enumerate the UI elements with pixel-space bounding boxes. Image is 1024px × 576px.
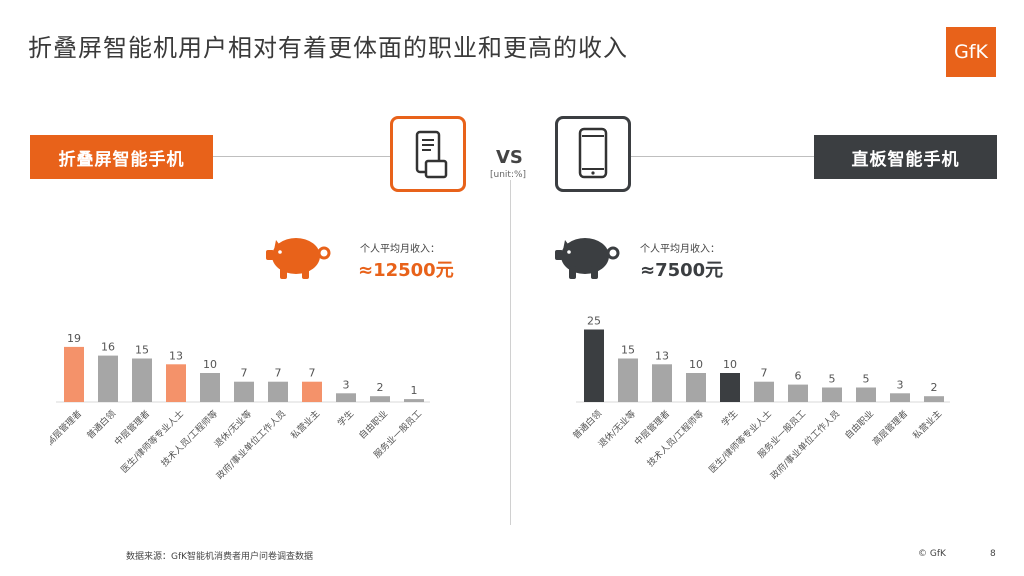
bar-1	[618, 358, 638, 402]
bar-value-label: 3	[897, 378, 904, 391]
bar-value-label: 15	[135, 344, 149, 357]
bar-0	[64, 346, 84, 402]
bar-value-label: 25	[587, 315, 601, 328]
bar-value-label: 5	[863, 373, 870, 386]
category-label: 高层管理者	[870, 408, 910, 448]
bar-value-label: 2	[931, 381, 938, 394]
category-label: 学生	[719, 408, 740, 429]
foldable-phone-icon-box	[390, 116, 466, 192]
bar-value-label: 1	[411, 384, 418, 397]
bar-value-label: 10	[203, 358, 217, 371]
bar-9	[370, 396, 390, 402]
copyright: © GfK	[918, 549, 946, 559]
category-label: 普通白领	[570, 408, 604, 442]
bar-value-label: 15	[621, 344, 635, 357]
category-label: 医生/律师等专业人士	[118, 408, 186, 476]
foldable-phone-icon	[415, 130, 448, 179]
bar-10	[924, 396, 944, 402]
bar-2	[652, 364, 672, 402]
bar-7	[822, 387, 842, 402]
bar-value-label: 5	[829, 373, 836, 386]
bar-3	[686, 373, 706, 402]
bar-6	[268, 381, 288, 402]
center-divider	[510, 180, 511, 525]
bar-4	[720, 373, 740, 402]
bar-1	[98, 355, 118, 402]
left-income-value: ≈12500元	[358, 260, 454, 281]
category-label: 技术人员/工程师等	[159, 408, 221, 470]
bar-2	[132, 358, 152, 402]
bar-6	[788, 384, 808, 402]
unit-label: [unit:%]	[490, 170, 527, 180]
bar-7	[302, 381, 322, 402]
bar-3	[166, 364, 186, 402]
bar-phone-label: 直板智能手机	[814, 135, 997, 179]
bar-4	[200, 373, 220, 402]
category-label: 普通白领	[84, 408, 118, 442]
bar-value-label: 13	[655, 349, 669, 362]
bar-value-label: 10	[689, 358, 703, 371]
bar-phone-occupation-chart: 25普通白领15退休/无业等13中层管理者10技术人员/工程师等10学生7医生/…	[570, 315, 950, 482]
bar-value-label: 16	[101, 341, 115, 354]
category-label: 医生/律师等专业人士	[706, 408, 774, 476]
right-connector-line	[631, 156, 814, 157]
bar-value-label: 7	[309, 367, 316, 380]
vs-label: VS	[496, 147, 523, 168]
bar-value-label: 3	[343, 378, 350, 391]
category-label: 自由职业	[842, 408, 876, 442]
foldable-occupation-chart: 19高层管理者16普通白领15中层管理者13医生/律师等专业人士10技术人员/工…	[50, 332, 430, 482]
bar-8	[856, 387, 876, 402]
category-label: 自由职业	[356, 408, 390, 442]
bar-0	[584, 329, 604, 402]
bar-value-label: 10	[723, 358, 737, 371]
left-income-label: 个人平均月收入：	[360, 244, 440, 255]
right-income-value: ≈7500元	[640, 260, 724, 281]
right-income-label: 个人平均月收入：	[640, 244, 720, 255]
bar-9	[890, 393, 910, 402]
bar-10	[404, 399, 424, 402]
gfk-logo: GfK	[946, 27, 996, 77]
category-label: 退休/无业等	[596, 408, 638, 450]
bar-value-label: 7	[241, 367, 248, 380]
bar-value-label: 2	[377, 381, 384, 394]
bar-5	[234, 381, 254, 402]
smartphone-icon	[578, 127, 608, 179]
data-source-note: 数据来源：GfK智能机消费者用户问卷调查数据	[126, 552, 314, 562]
page-number: 8	[990, 549, 996, 559]
bar-value-label: 13	[169, 349, 183, 362]
left-connector-line	[213, 156, 390, 157]
category-label: 技术人员/工程师等	[645, 408, 707, 470]
dark-piggy-bank-icon	[555, 238, 620, 279]
bar-phone-icon-box	[555, 116, 631, 192]
orange-piggy-bank-icon	[266, 238, 331, 279]
page-title: 折叠屏智能机用户相对有着更体面的职业和更高的收入	[28, 34, 628, 62]
bar-value-label: 6	[795, 370, 802, 383]
category-label: 私营业主	[910, 408, 944, 442]
category-label: 高层管理者	[50, 408, 84, 448]
bar-value-label: 7	[761, 367, 768, 380]
bar-value-label: 19	[67, 332, 81, 345]
category-label: 学生	[335, 408, 356, 429]
category-label: 私营业主	[288, 408, 322, 442]
bar-5	[754, 381, 774, 402]
bar-value-label: 7	[275, 367, 282, 380]
foldable-phone-label: 折叠屏智能手机	[30, 135, 213, 179]
bar-8	[336, 393, 356, 402]
